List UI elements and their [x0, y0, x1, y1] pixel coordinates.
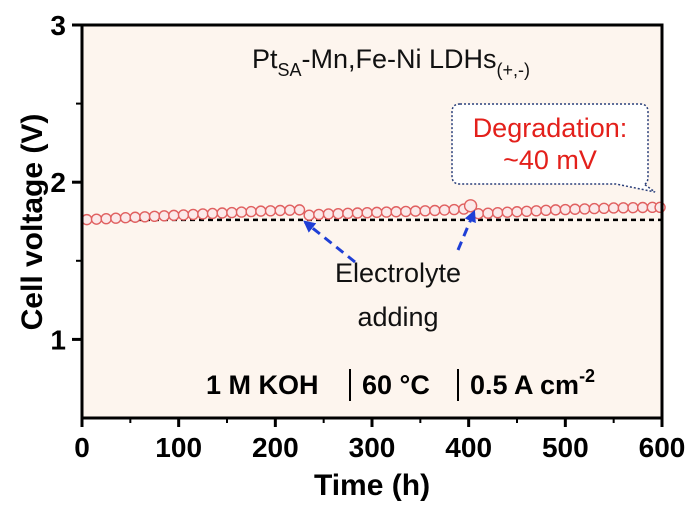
- condition-current: 0.5 A cm-2: [470, 366, 595, 400]
- degradation-value: ~40 mV: [503, 145, 597, 175]
- x-tick-label: 200: [252, 432, 299, 463]
- data-point: [472, 207, 485, 220]
- x-ticks: 0 100 200 300 400 500 600: [74, 418, 685, 463]
- data-point: [598, 202, 610, 214]
- data-point: [119, 212, 132, 224]
- x-tick-label: 600: [639, 432, 686, 463]
- degradation-callout: [451, 103, 656, 193]
- electrolyte-arrow-left: [303, 220, 356, 264]
- electrolyte-label: Electrolyte: [335, 258, 461, 288]
- y-axis-title: Cell voltage (V): [16, 114, 49, 331]
- data-point: [627, 201, 639, 214]
- data-point: [371, 206, 383, 219]
- y-tick-label: 1: [50, 324, 66, 355]
- data-point: [332, 207, 344, 220]
- electrolyte-arrow-right: [456, 209, 476, 251]
- data-point: [226, 206, 238, 219]
- data-point: [654, 201, 666, 214]
- y-tick-label: 2: [50, 167, 66, 198]
- data-point: [419, 205, 431, 217]
- data-point: [511, 206, 523, 218]
- data-point: [284, 204, 296, 216]
- data-point: [148, 210, 161, 223]
- data-point: [448, 203, 460, 216]
- data-point: [530, 205, 543, 217]
- data-point: [351, 207, 364, 219]
- data-point: [303, 209, 315, 221]
- data-point: [206, 207, 219, 220]
- data-point: [90, 213, 103, 225]
- data-point: [197, 208, 209, 220]
- data-point: [110, 212, 122, 224]
- electrolyte-label-2: adding: [357, 302, 438, 332]
- data-point: [235, 206, 248, 218]
- data-point: [158, 210, 170, 222]
- data-point: [187, 208, 199, 221]
- data-point: [438, 204, 451, 216]
- data-point: [129, 211, 141, 223]
- y-ticks: 1 2 3: [50, 10, 82, 355]
- data-point: [617, 202, 630, 214]
- data-point: [540, 204, 552, 217]
- data-point: [264, 205, 277, 217]
- data-point: [482, 207, 494, 219]
- data-point: [607, 202, 620, 214]
- condition-temperature: 60 °C: [362, 370, 430, 400]
- data-point: [293, 204, 306, 216]
- data-point: [177, 209, 190, 221]
- data-point: [216, 207, 228, 219]
- x-tick-label: 0: [74, 432, 90, 463]
- data-point: [255, 205, 267, 217]
- data-point: [569, 203, 581, 215]
- data-point: [380, 206, 393, 218]
- x-tick-label: 500: [542, 432, 589, 463]
- data-point: [322, 208, 335, 220]
- data-point: [636, 201, 649, 214]
- data-point: [400, 205, 412, 218]
- data-point: [549, 204, 562, 216]
- x-tick-label: 300: [349, 432, 396, 463]
- x-axis-title: Time (h): [314, 469, 430, 502]
- data-point: [274, 204, 286, 217]
- condition-koh: 1 M KOH: [206, 370, 319, 400]
- data-point: [313, 208, 325, 221]
- x-tick-label: 100: [155, 432, 202, 463]
- data-point: [429, 204, 441, 217]
- data-point: [168, 209, 180, 222]
- y-tick-label: 3: [50, 10, 66, 41]
- data-point: [100, 212, 112, 225]
- plot-background: [82, 25, 662, 418]
- data-point: [520, 205, 533, 217]
- data-point: [361, 206, 373, 219]
- data-point: [559, 203, 572, 216]
- data-point: [501, 206, 514, 218]
- data-point: [139, 211, 151, 223]
- data-point: [409, 205, 422, 217]
- data-point: [491, 206, 504, 219]
- x-tick-label: 400: [445, 432, 492, 463]
- material-label: PtSA-Mn,Fe-Ni LDHs(+,-): [252, 44, 530, 80]
- degradation-label: Degradation:: [473, 113, 628, 143]
- data-point: [342, 207, 354, 220]
- data-point: [578, 203, 591, 215]
- data-point: [588, 202, 601, 215]
- data-point: [390, 206, 402, 218]
- data-point: [245, 205, 257, 218]
